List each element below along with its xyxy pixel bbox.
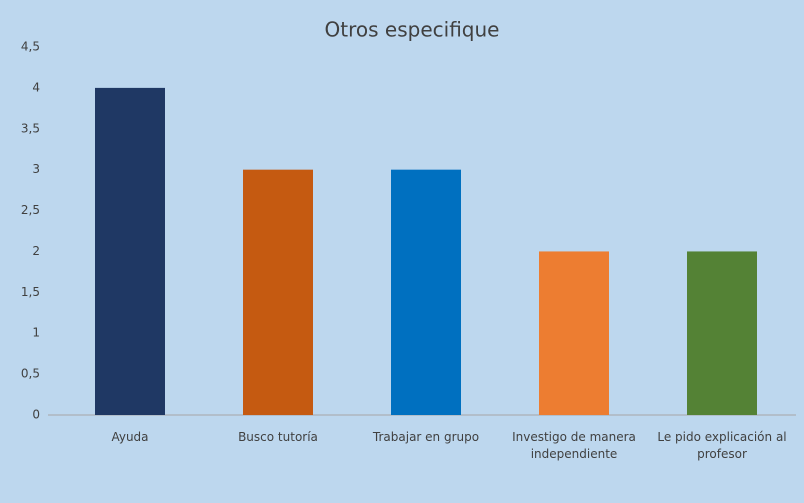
bar bbox=[687, 251, 757, 415]
chart-title: Otros especifique bbox=[325, 18, 500, 42]
y-tick-label: 1,5 bbox=[21, 285, 40, 299]
x-tick-label: Busco tutoría bbox=[238, 430, 318, 444]
y-tick-label: 2 bbox=[32, 244, 40, 258]
y-tick-label: 2,5 bbox=[21, 203, 40, 217]
x-tick-label: Investigo de manera independiente bbox=[512, 430, 636, 461]
x-tick-label: Ayuda bbox=[111, 430, 149, 444]
bar bbox=[95, 87, 165, 415]
y-tick-label: 3,5 bbox=[21, 121, 40, 135]
x-tick-label: Le pido explicación al profesor bbox=[657, 430, 787, 461]
y-tick-label: 1 bbox=[32, 326, 40, 340]
bar bbox=[539, 251, 609, 415]
y-tick-label: 4,5 bbox=[21, 40, 40, 54]
y-tick-label: 3 bbox=[32, 162, 40, 176]
y-tick-label: 0,5 bbox=[21, 367, 40, 381]
bar bbox=[391, 169, 461, 415]
y-tick-label: 0 bbox=[32, 408, 40, 422]
x-tick-label: Trabajar en grupo bbox=[372, 430, 480, 444]
y-tick-label: 4 bbox=[32, 80, 40, 94]
bar bbox=[243, 169, 313, 415]
